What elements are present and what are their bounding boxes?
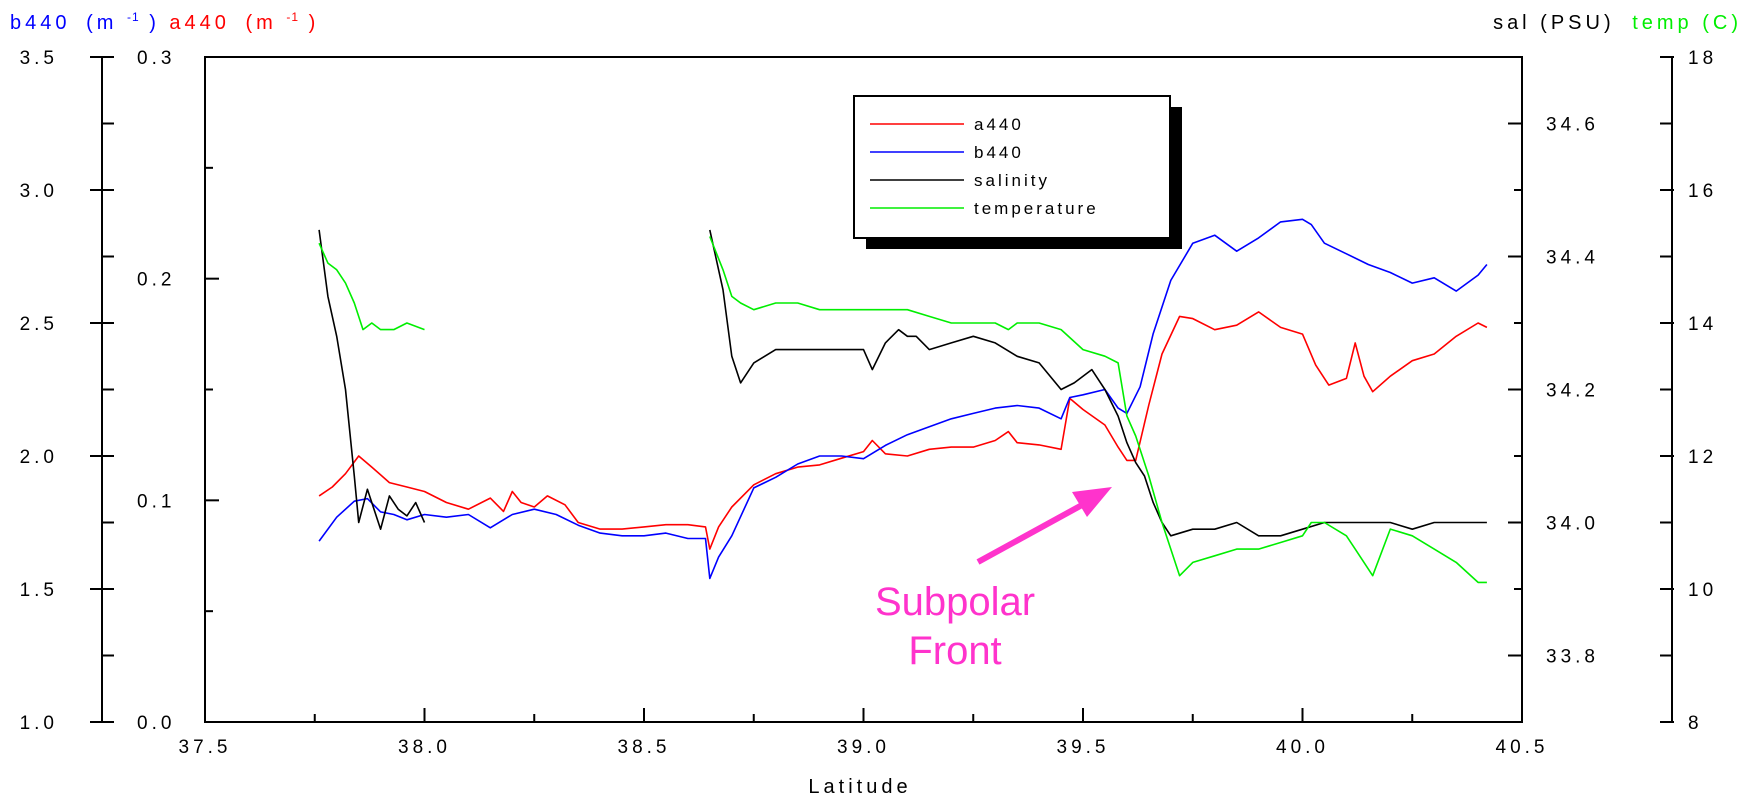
legend-label-b440: b440 [974,143,1024,162]
temp-tick-label-2: 12 [1688,447,1717,468]
b440-tick-label-3: 2.5 [20,314,58,335]
legend-label-salinity: salinity [974,171,1050,190]
a440-tick-label-2: 0.2 [137,270,175,291]
annotation-text-line-2: Front [908,629,1001,673]
plot-layer: 37.5 38.0 38.5 39.0 39.5 40.0 40.5 1.0 1.5 2.0 2.5… [20,48,1717,758]
right-axis-titles: sal (PSU) temp (C) [1493,12,1742,34]
sal-axis-title: sal (PSU) [1493,12,1615,34]
a440-tick-label-1: 0.1 [137,491,175,512]
a440-axis-title: a440 [169,12,230,34]
legend: a440 b440 salinity temperature [853,95,1182,249]
annotation-arrow-head [1072,487,1112,517]
a440-tick-label-3: 0.3 [137,48,175,69]
subpolar-front-annotation: Subpolar Front [875,487,1112,673]
a440-axis-unit-exp: -1 [286,10,299,24]
b440-axis-title: b440 [10,12,71,34]
b440-tick-label-1: 1.5 [20,580,58,601]
series-salinity-line-1 [709,229,1487,537]
x-tick-label-6: 40.5 [1496,737,1549,758]
b440-tick-label-0: 1.0 [20,713,58,734]
a440-tick-label-0: 0.0 [137,713,175,734]
annotation-text-line-1: Subpolar [875,580,1035,624]
a440-axis-unit: (m [245,12,276,34]
b440-tick-label-2: 2.0 [20,447,58,468]
b440-axis-unit: (m [86,12,117,34]
series-temperature-line-1 [709,236,1487,584]
temp-tick-label-0: 8 [1688,713,1703,734]
x-tick-label-0: 37.5 [179,737,232,758]
sal-tick-label-3: 34.4 [1546,248,1599,269]
temp-tick-label-3: 14 [1688,314,1717,335]
legend-box [853,95,1171,239]
b440-axis-unit-exp: -1 [127,10,140,24]
temp-axis-title: temp (C) [1632,12,1742,34]
sal-tick-label-0: 33.8 [1546,647,1599,668]
legend-label-a440: a440 [974,115,1024,134]
sal-tick-label-2: 34.2 [1546,381,1599,402]
temp-tick-label-5: 18 [1688,48,1717,69]
annotation-arrow-line [976,502,1084,565]
x-tick-label-5: 40.0 [1276,737,1329,758]
x-tick-label-1: 38.0 [398,737,451,758]
x-tick-label-2: 38.5 [618,737,671,758]
x-axis-title: Latitude [808,776,911,798]
b440-axis-unit-close: ) [149,12,160,34]
left-axis-titles: b440 (m -1 ) a440 (m -1 ) [10,4,319,34]
temp-tick-label-4: 16 [1688,181,1717,202]
sal-tick-label-1: 34.0 [1546,514,1599,535]
a440-axis-unit-close: ) [309,12,320,34]
series-b440-line-0 [318,218,1488,580]
temp-tick-label-1: 10 [1688,580,1717,601]
legend-label-temperature: temperature [974,199,1099,218]
b440-tick-label-5: 3.5 [20,48,58,69]
series-a440-line-0 [318,311,1488,550]
b440-tick-label-4: 3.0 [20,181,58,202]
series-salinity-line-0 [318,229,426,531]
x-tick-label-3: 39.0 [837,737,890,758]
series-temperature-line-0 [318,242,425,331]
legend-items: a440 b440 salinity temperature [870,115,1099,218]
sal-tick-label-4: 34.6 [1546,115,1599,136]
x-tick-label-4: 39.5 [1057,737,1110,758]
